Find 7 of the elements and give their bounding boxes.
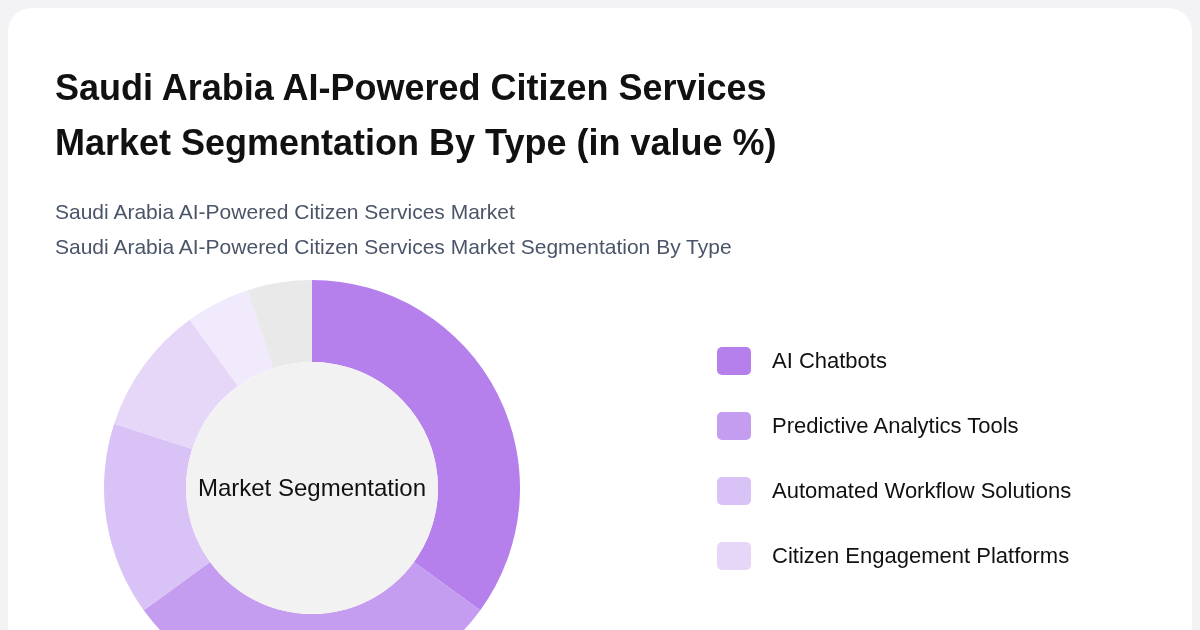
- text: Market Segmentation: [197, 474, 427, 501]
- legend-label: Automated Workflow Solutions: [772, 478, 1072, 503]
- legend-label: Predictive Analytics Tools: [772, 413, 1019, 438]
- chart-subtitle: Saudi Arabia AI-Powered Citizen Services Market Saudi Arabia AI-Powered Citizen Services Market Segmentation By Type: [55, 200, 732, 258]
- legend-label: AI Chatbots: [772, 348, 887, 373]
- chart-title: Saudi Arabia AI-Powered Citizen Services Market Segmentation By Type (in value %): [55, 67, 777, 163]
- legend-label: Citizen Engagement Platforms: [772, 543, 1070, 568]
